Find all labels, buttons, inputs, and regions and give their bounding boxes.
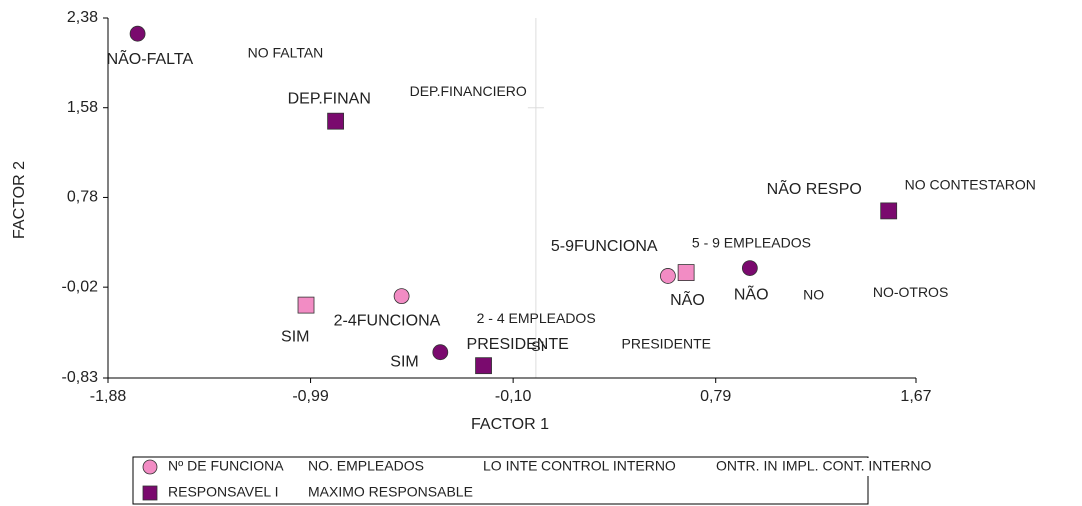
- legend-marker: [142, 485, 158, 501]
- y-tick-label: -0,83: [62, 369, 99, 386]
- point: [129, 25, 146, 42]
- legend-mask: [539, 458, 699, 476]
- point-label: SIM: [281, 328, 309, 345]
- point: [880, 202, 898, 220]
- point-label: PRESIDENTE: [467, 336, 569, 353]
- legend-label: IMPL. CONT. INTERNO: [782, 458, 931, 474]
- point-label: NO-OTROS: [873, 284, 948, 300]
- y-axis-label: FACTOR 2: [11, 161, 28, 239]
- point: [327, 112, 345, 130]
- point: [677, 264, 695, 281]
- x-tick-label: 0,79: [700, 388, 731, 405]
- point-label: SIM: [390, 353, 418, 370]
- x-axis-label: FACTOR 1: [471, 416, 549, 433]
- point-label: SI: [531, 338, 544, 354]
- y-tick-label: 1,58: [67, 99, 98, 116]
- legend-label: Nº DE FUNCIONA: [168, 458, 284, 474]
- point: [297, 296, 315, 314]
- x-tick-label: -0,10: [495, 388, 532, 405]
- point-label: 5 - 9 EMPLEADOS: [692, 235, 811, 251]
- point-label: NÃO: [670, 289, 705, 309]
- legend-label: NO. EMPLEADOS: [308, 458, 424, 474]
- legend-label: ONTR. IN: [716, 458, 777, 474]
- point-label: NÃO RESPO: [767, 178, 862, 198]
- legend-label: CONTROL INTERNO: [541, 458, 676, 474]
- legend-marker: [142, 459, 158, 475]
- legend-mask: [306, 458, 466, 476]
- x-tick-label: -1,88: [90, 388, 127, 405]
- point: [432, 344, 449, 361]
- x-tick-label: -0,99: [292, 388, 329, 405]
- point-label: 5-9FUNCIONA: [551, 238, 658, 255]
- legend-mask: [780, 458, 940, 476]
- point-label: NÃO: [734, 283, 769, 303]
- legend-label: RESPONSAVEL I: [168, 484, 278, 500]
- point-label: NO CONTESTARON: [905, 177, 1036, 193]
- point-label: NO: [803, 286, 824, 302]
- point-label: NO FALTAN: [248, 44, 324, 60]
- legend-label: LO INTE: [483, 458, 537, 474]
- y-tick-label: 0,78: [67, 189, 98, 206]
- point: [741, 260, 758, 276]
- x-tick-label: 1,67: [900, 388, 931, 405]
- legend-box: [132, 456, 869, 505]
- point-label: DEP.FINANCIERO: [410, 83, 527, 99]
- point: [475, 357, 492, 375]
- point: [393, 288, 410, 305]
- point-label: 2 - 4 EMPLEADOS: [477, 310, 596, 326]
- legend-mask: [306, 484, 466, 502]
- y-tick-label: -0,02: [62, 278, 99, 295]
- point-label: PRESIDENTE: [622, 335, 711, 351]
- point-label: 2-4FUNCIONA: [334, 312, 441, 329]
- y-tick-label: 2,38: [67, 9, 98, 26]
- point: [660, 268, 676, 284]
- legend-label: MAXIMO RESPONSABLE: [308, 484, 473, 500]
- point-label: DEP.FINAN: [288, 90, 371, 107]
- point-label: NÃO-FALTA: [107, 48, 194, 68]
